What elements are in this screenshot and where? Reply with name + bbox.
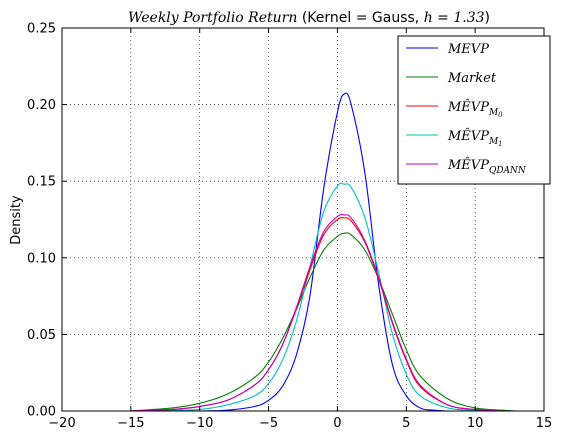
- grid-layer: [62, 28, 544, 411]
- y-tick-label: 0.15: [27, 175, 56, 190]
- series-layer: [130, 92, 517, 412]
- y-tick-label: 0.25: [27, 22, 56, 37]
- x-tick-label: −20: [48, 416, 75, 431]
- series-line-mevp-m1: [130, 182, 503, 412]
- series-line-mevp-qdann: [130, 213, 517, 412]
- x-tick-label: 15: [536, 416, 553, 431]
- y-tick-label: 0.05: [27, 328, 56, 343]
- x-tick-label: −10: [186, 416, 213, 431]
- legend-label: MÊVPM0: [447, 99, 503, 119]
- chart-title-middle: (Kernel = Gauss,: [297, 10, 423, 26]
- y-tick-label: 0.00: [27, 405, 56, 420]
- y-tick-label: 0.10: [27, 251, 56, 266]
- x-tick-label: 5: [402, 416, 410, 431]
- chart-title-h: h = 1.33: [424, 10, 485, 26]
- legend-label: MEVP: [447, 42, 489, 57]
- y-axis-label: Density: [9, 195, 24, 245]
- series-line-mevp-m0: [130, 217, 517, 412]
- chart-title-italic: Weekly Portfolio Return: [128, 10, 297, 26]
- legend-label: Market: [447, 71, 497, 86]
- x-tick-label: 10: [467, 416, 484, 431]
- x-tick-label: −15: [117, 416, 144, 431]
- series-line-mevp: [199, 92, 448, 412]
- x-tick-label: −5: [259, 416, 278, 431]
- series-line-market: [130, 232, 517, 412]
- ticks-layer: −20 −15 −10 −5 0 5 10 15 0.00 0.05 0.10 0.15 0.20 0.2…: [27, 22, 552, 432]
- y-tick-label: 0.20: [27, 98, 56, 113]
- legend-box: [397, 35, 551, 185]
- legend: MEVP Market MÊVPM0 MÊVPM1 MÊVPQDANN: [397, 35, 551, 185]
- legend-label: MÊVPQDANN: [447, 157, 527, 176]
- plot-frame: [61, 27, 545, 412]
- chart-title-end: ): [485, 10, 490, 26]
- chart-title: Weekly Portfolio Return (Kernel = Gauss,…: [128, 10, 490, 26]
- legend-label: MÊVPM1: [447, 128, 503, 148]
- x-tick-label: 0: [333, 416, 341, 431]
